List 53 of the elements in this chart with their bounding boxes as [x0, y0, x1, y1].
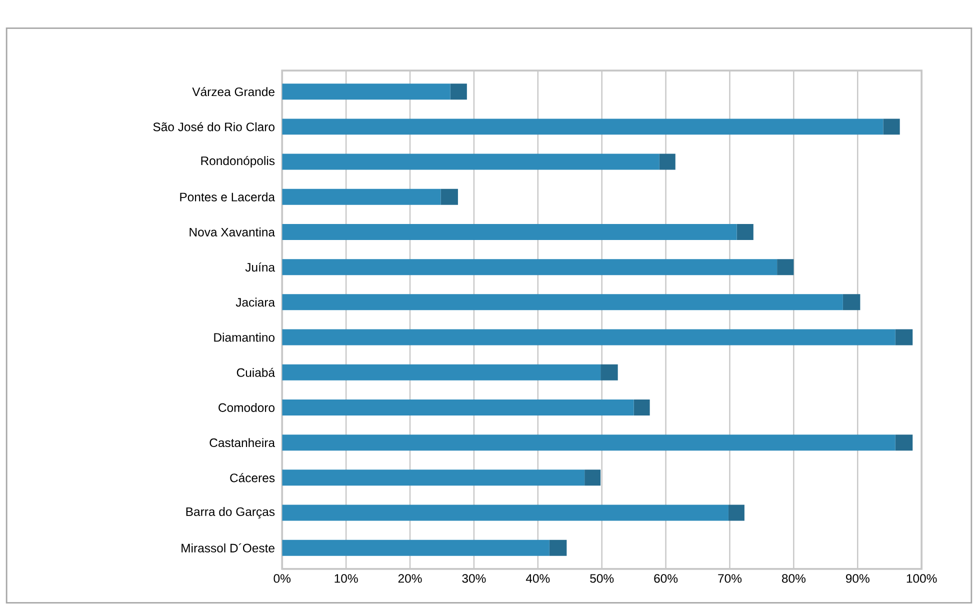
x-tick-label: 60% — [654, 574, 678, 584]
x-tick-label: 70% — [718, 574, 742, 584]
x-tick-label: 100% — [906, 574, 937, 584]
y-tick-label: Comodoro — [218, 403, 275, 412]
y-tick-label: Mirassol D´Oeste — [182, 544, 274, 553]
x-tick-label: 90% — [846, 574, 870, 584]
bar — [282, 84, 450, 100]
bar — [282, 434, 896, 451]
y-tick-label: Rondonópolis — [201, 156, 275, 168]
bar — [282, 330, 896, 346]
y-tick-label: Juína — [245, 262, 276, 272]
y-tick-label: Pontes e Lacerda — [180, 192, 276, 202]
y-tick-label: Várzea Grande — [192, 87, 274, 96]
bar — [600, 364, 618, 381]
bar — [659, 154, 676, 170]
bar — [883, 118, 900, 135]
x-tick-label: 20% — [398, 574, 422, 584]
y-tick-label: Diamantino — [214, 333, 275, 342]
bar — [282, 470, 585, 486]
bar — [584, 470, 601, 486]
bar — [282, 540, 550, 556]
x-tick-label: 10% — [334, 574, 358, 584]
bar — [282, 224, 737, 240]
bar — [282, 259, 778, 276]
bar — [282, 189, 441, 206]
bar — [282, 505, 728, 521]
bar — [777, 259, 794, 276]
y-tick-label: Jaciara — [236, 298, 276, 307]
bar — [282, 118, 884, 135]
bar — [895, 434, 913, 451]
bar — [450, 84, 467, 100]
y-tick-label: Cuiabá — [236, 368, 276, 378]
x-tick-label: 0% — [274, 574, 291, 584]
y-tick-label: Barra do Garças — [186, 507, 275, 519]
y-tick-label: Castanheira — [210, 438, 276, 448]
bar — [895, 330, 913, 346]
y-tick-label: Nova Xavantina — [190, 228, 276, 237]
bar — [634, 400, 650, 416]
bar — [282, 294, 843, 310]
x-tick-label: 50% — [590, 574, 614, 584]
bar — [282, 364, 601, 381]
x-tick-label: 80% — [782, 574, 806, 584]
y-tick-label: São José do Rio Claro — [153, 122, 274, 132]
x-tick-label: 40% — [526, 574, 550, 584]
bar — [282, 154, 660, 170]
y-tick-label: Cáceres — [230, 473, 275, 482]
bar — [282, 400, 634, 416]
bar — [728, 505, 744, 521]
bar — [842, 294, 860, 310]
bar — [549, 540, 567, 556]
bar — [736, 224, 754, 240]
bar — [440, 189, 458, 206]
x-tick-label: 30% — [462, 574, 486, 584]
